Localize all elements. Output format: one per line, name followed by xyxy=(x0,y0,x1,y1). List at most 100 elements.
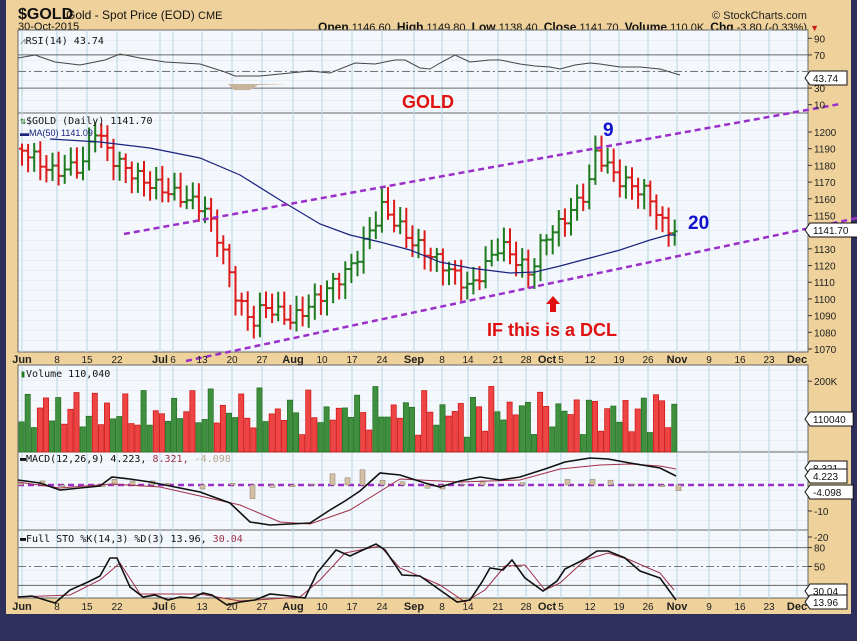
price-bar xyxy=(671,219,678,246)
date-label: 22 xyxy=(111,602,123,613)
macd-histogram-bar xyxy=(309,483,316,486)
volume-bar xyxy=(360,412,367,453)
price-bar xyxy=(403,207,410,249)
date-label: Nov xyxy=(667,354,689,366)
price-bar xyxy=(659,206,666,233)
sto-legend: ▬Full STO %K(14,3) %D(3) 13.96, 30.04 xyxy=(20,534,243,545)
volume-bar xyxy=(646,432,653,453)
volume-bar xyxy=(653,394,659,453)
price-bar xyxy=(134,162,141,193)
dcl-annotation: IF this is a DCL xyxy=(487,320,618,340)
date-label: 23 xyxy=(763,602,775,613)
price-bar xyxy=(250,305,257,339)
volume-value-tag: 110040 xyxy=(804,411,854,427)
price-value-tag: 1141.70 xyxy=(804,222,857,238)
volume-bar xyxy=(238,393,245,453)
price-bar xyxy=(31,142,38,172)
price-bar xyxy=(610,148,617,182)
volume-bar xyxy=(189,390,196,453)
volume-bar xyxy=(604,408,611,453)
volume-legend: ▮Volume 110,040 xyxy=(20,369,111,380)
day-count-annotation: 20 xyxy=(688,213,710,234)
peak-count-annotation: 9 xyxy=(603,120,614,141)
price-bar xyxy=(324,280,330,316)
price-bar xyxy=(476,266,483,291)
price-bar xyxy=(616,159,623,198)
volume-bar xyxy=(470,397,476,453)
volume-bar xyxy=(659,400,666,453)
volume-bar xyxy=(579,434,586,453)
volume-bar xyxy=(49,420,56,453)
volume-bar xyxy=(158,413,165,453)
price-bar xyxy=(427,247,434,272)
date-label: 23 xyxy=(763,355,775,366)
volume-bar xyxy=(232,417,239,453)
volume-bar xyxy=(384,416,391,453)
macd-tick: -10 xyxy=(814,507,829,518)
volume-bar xyxy=(555,403,562,453)
volume-bar xyxy=(244,417,251,453)
volume-bar xyxy=(427,411,434,453)
price-bar xyxy=(665,207,672,247)
price-bar xyxy=(183,185,190,210)
volume-bar xyxy=(390,404,397,453)
price-bar xyxy=(629,167,635,200)
price-bar xyxy=(110,138,117,181)
price-bar xyxy=(537,233,544,282)
volume-bar xyxy=(372,386,379,453)
date-label: 15 xyxy=(81,602,93,613)
volume-bar xyxy=(287,399,293,453)
volume-bar xyxy=(201,419,208,453)
price-bar xyxy=(635,177,642,209)
volume-bar xyxy=(476,406,483,453)
price-bar xyxy=(287,304,294,330)
macd-histogram-bar xyxy=(564,479,571,486)
upper-channel-trendline xyxy=(123,102,841,236)
macd-hist-tag: -4.098 xyxy=(804,484,854,500)
macd-histogram-bar xyxy=(519,482,526,486)
volume-bar xyxy=(323,406,330,453)
price-bar xyxy=(354,250,361,277)
price-bar xyxy=(61,154,68,184)
price-bar xyxy=(513,241,520,277)
date-label: 8 xyxy=(54,602,60,613)
price-tick: 1100 xyxy=(814,295,836,306)
volume-bar xyxy=(134,424,141,453)
price-tick: 1120 xyxy=(814,262,836,273)
volume-bar xyxy=(85,415,92,453)
sto-tick: 50 xyxy=(814,563,826,574)
price-bar xyxy=(177,172,184,208)
volume-bar xyxy=(171,397,178,453)
volume-bar xyxy=(439,404,446,453)
macd-histogram-bar xyxy=(659,484,666,487)
price-tick: 1190 xyxy=(814,145,836,156)
volume-bar xyxy=(293,412,300,453)
price-tick: 1080 xyxy=(814,328,837,339)
svg-text:13.96: 13.96 xyxy=(813,598,838,609)
volume-bar xyxy=(311,417,318,453)
price-bar xyxy=(598,135,605,172)
volume-bar xyxy=(195,422,202,453)
volume-bar xyxy=(665,427,672,453)
svg-text:1141.70: 1141.70 xyxy=(813,226,849,237)
date-label: 6 xyxy=(170,602,176,613)
price-bar xyxy=(305,294,312,328)
price-bar xyxy=(116,151,123,181)
rsi-legend: ⩘RSI(14) 43.74 xyxy=(20,36,104,47)
volume-bar xyxy=(506,401,513,453)
price-bar xyxy=(122,153,129,183)
price-tick: 1160 xyxy=(814,195,836,206)
rsi-tick: 30 xyxy=(814,84,826,95)
price-bar xyxy=(171,172,178,201)
price-bar xyxy=(293,295,300,332)
volume-bar xyxy=(24,393,31,453)
macd-histogram-bar xyxy=(459,483,466,486)
sto-tick: 80 xyxy=(814,544,826,555)
price-bar xyxy=(500,227,507,262)
price-tick: 1170 xyxy=(814,178,836,189)
volume-bar xyxy=(165,420,171,453)
volume-bar xyxy=(567,414,574,453)
down-triangle-icon: ▼ xyxy=(810,23,819,33)
date-label: 16 xyxy=(734,355,746,366)
